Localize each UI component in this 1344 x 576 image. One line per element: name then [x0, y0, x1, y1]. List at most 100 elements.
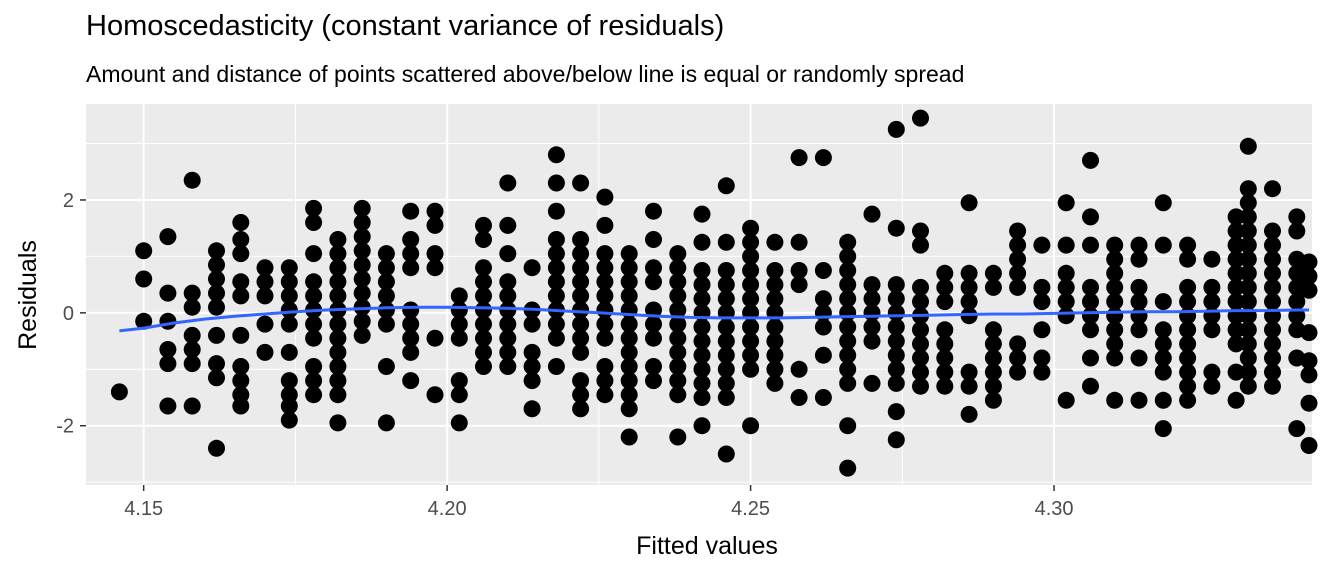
- data-point: [426, 216, 444, 234]
- data-point: [232, 326, 250, 344]
- data-point: [693, 205, 711, 223]
- data-point: [1227, 222, 1245, 240]
- data-point: [499, 287, 517, 305]
- data-point: [1009, 264, 1027, 282]
- data-point: [159, 355, 177, 373]
- data-point: [135, 270, 153, 288]
- data-point: [863, 290, 881, 308]
- data-point: [1009, 250, 1027, 268]
- data-point: [280, 259, 298, 277]
- data-point: [329, 372, 347, 390]
- data-point: [1057, 236, 1075, 254]
- data-point: [1264, 321, 1281, 339]
- data-point: [329, 329, 347, 347]
- data-point: [475, 358, 492, 375]
- data-point: [887, 318, 905, 336]
- data-point: [1288, 222, 1306, 240]
- data-point: [377, 273, 395, 291]
- data-point: [620, 428, 638, 446]
- data-point: [1203, 377, 1221, 395]
- data-point: [1264, 349, 1281, 367]
- data-point: [1227, 278, 1245, 296]
- data-point: [135, 312, 153, 330]
- data-point: [1203, 321, 1221, 339]
- data-point: [572, 273, 590, 291]
- data-point: [426, 329, 444, 347]
- data-point: [766, 332, 784, 350]
- data-point: [280, 372, 298, 390]
- data-point: [1300, 253, 1318, 271]
- data-point: [1106, 264, 1124, 282]
- data-point: [912, 293, 929, 311]
- data-point: [1239, 377, 1257, 395]
- data-point: [1203, 293, 1221, 311]
- data-point: [693, 290, 711, 308]
- data-point: [814, 389, 832, 406]
- data-point: [450, 372, 468, 390]
- data-point: [159, 284, 177, 302]
- data-point: [475, 287, 492, 305]
- data-point: [693, 332, 711, 350]
- data-point: [1009, 222, 1027, 240]
- data-point: [208, 355, 225, 373]
- data-point: [572, 343, 590, 361]
- data-point: [305, 273, 323, 291]
- data-point: [377, 358, 395, 375]
- data-point: [1264, 250, 1281, 268]
- data-point: [329, 287, 347, 305]
- data-point: [717, 374, 735, 392]
- data-point: [1033, 363, 1051, 381]
- data-point: [863, 332, 881, 350]
- data-point: [839, 247, 857, 265]
- data-point: [159, 341, 177, 358]
- data-point: [305, 315, 323, 333]
- data-point: [1179, 391, 1197, 409]
- data-point: [1179, 363, 1197, 381]
- data-point: [1057, 391, 1075, 409]
- data-point: [1154, 321, 1172, 339]
- data-point: [620, 343, 638, 361]
- data-point: [1179, 321, 1197, 339]
- data-point: [887, 431, 905, 449]
- data-point: [1239, 363, 1257, 381]
- data-point: [766, 318, 784, 336]
- data-point: [1239, 293, 1257, 311]
- data-point: [839, 233, 857, 251]
- data-point: [572, 287, 590, 305]
- x-tick-label: 4.20: [428, 498, 467, 520]
- data-point: [1239, 194, 1257, 212]
- data-point: [232, 397, 250, 415]
- data-point: [596, 329, 614, 347]
- data-point: [208, 270, 225, 288]
- data-point: [1239, 250, 1257, 268]
- data-point: [547, 287, 565, 305]
- data-point: [353, 228, 371, 246]
- data-point: [1179, 236, 1197, 254]
- data-point: [1130, 349, 1148, 367]
- data-point: [256, 287, 274, 305]
- data-point: [499, 273, 517, 291]
- data-point: [984, 321, 1002, 339]
- data-point: [912, 278, 929, 296]
- data-point: [596, 188, 614, 206]
- data-point: [280, 273, 298, 291]
- data-point: [1264, 363, 1281, 381]
- data-point: [305, 245, 323, 263]
- data-point: [208, 256, 225, 274]
- data-point: [1227, 363, 1245, 381]
- data-point: [669, 428, 687, 446]
- data-point: [329, 315, 347, 333]
- data-point: [1239, 335, 1257, 353]
- data-point: [499, 358, 517, 375]
- data-point: [1106, 349, 1124, 367]
- data-point: [1033, 293, 1051, 311]
- data-point: [742, 233, 760, 251]
- data-point: [717, 290, 735, 308]
- data-point: [960, 363, 978, 381]
- data-point: [1033, 349, 1051, 367]
- data-point: [839, 262, 857, 279]
- data-point: [1239, 278, 1257, 296]
- data-point: [1239, 321, 1257, 339]
- data-point: [1239, 137, 1257, 155]
- data-point: [645, 329, 662, 347]
